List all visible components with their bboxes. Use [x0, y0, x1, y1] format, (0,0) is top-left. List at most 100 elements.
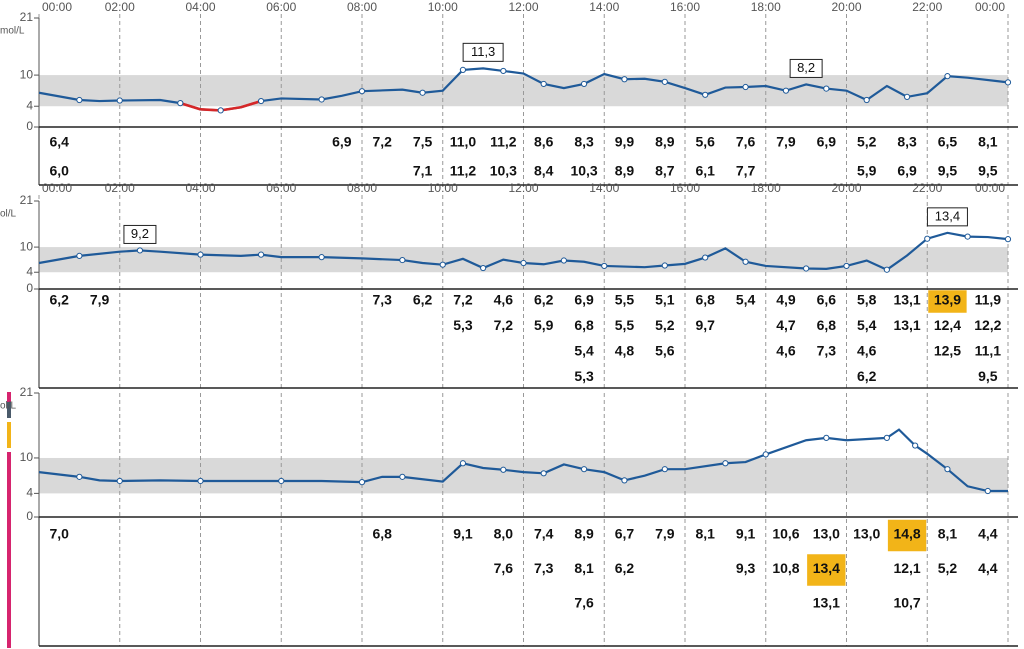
reading-value: 10,8	[772, 560, 799, 576]
reading-value: 10,7	[893, 595, 920, 611]
x-tick-label: 00:00	[975, 181, 1005, 195]
reading-value: 13,0	[813, 526, 840, 542]
reading-point	[621, 76, 628, 83]
reading-value: 8,9	[615, 163, 635, 179]
side-marker	[7, 392, 11, 410]
x-tick-label: 14:00	[589, 181, 619, 195]
reading-value: 4,4	[978, 560, 998, 576]
x-tick-label: 00:00	[975, 0, 1005, 14]
reading-value: 6,1	[695, 163, 715, 179]
reading-point	[580, 80, 588, 88]
low-segment	[220, 105, 242, 112]
x-tick-label: 14:00	[589, 0, 619, 14]
reading-value: 6,9	[817, 134, 837, 150]
reading-point	[318, 96, 325, 103]
reading-value: 8,0	[494, 526, 514, 542]
reading-value: 6,5	[938, 134, 958, 150]
reading-value: 5,2	[938, 560, 958, 576]
reading-value: 7,6	[574, 595, 594, 611]
x-tick-label: 04:00	[185, 181, 215, 195]
reading-point	[480, 264, 487, 272]
x-tick-label: 16:00	[670, 0, 700, 14]
reading-point	[177, 100, 184, 107]
reading-point	[883, 266, 890, 273]
reading-value: 7,6	[736, 134, 756, 150]
reading-value: 14,8	[893, 526, 920, 542]
reading-value: 7,3	[534, 560, 554, 576]
highlight-cell	[928, 290, 967, 313]
reading-value: 11,2	[490, 134, 517, 150]
annotation-box	[926, 207, 968, 227]
reading-point	[439, 261, 446, 268]
highlight-cell	[887, 519, 927, 552]
reading-point	[782, 87, 790, 94]
reading-point	[661, 466, 668, 473]
annotation-box	[789, 58, 823, 78]
reading-value: 5,6	[655, 343, 675, 359]
y-tick-label: 21	[20, 193, 34, 207]
reading-point	[419, 89, 426, 96]
reading-value: 6,2	[49, 292, 69, 308]
reading-value: 9,1	[453, 526, 473, 542]
reading-point	[944, 466, 951, 473]
x-tick-label: 00:00	[42, 0, 72, 14]
reading-value: 4,4	[978, 526, 998, 542]
reading-value: 9,5	[978, 368, 998, 384]
reading-value: 6,7	[615, 526, 635, 542]
reading-value: 7,2	[494, 317, 514, 333]
reading-point	[580, 466, 588, 473]
reading-point	[459, 460, 467, 467]
reading-value: 10,6	[772, 526, 799, 542]
reading-value: 5,9	[857, 163, 877, 179]
annotation: 11,3	[471, 44, 495, 59]
reading-value: 8,3	[574, 134, 594, 150]
reading-point	[1004, 79, 1012, 86]
reading-point	[702, 91, 709, 98]
reading-point	[601, 262, 608, 270]
reading-value: 5,9	[534, 317, 554, 333]
reading-value: 13,4	[813, 560, 840, 576]
reading-value: 5,5	[615, 292, 635, 308]
reading-value: 6,8	[695, 292, 715, 308]
reading-point	[540, 80, 547, 88]
x-tick-label: 02:00	[105, 0, 135, 14]
reading-point	[722, 460, 729, 467]
reading-value: 7,2	[453, 292, 473, 308]
x-tick-label: 12:00	[508, 181, 538, 195]
side-marker	[7, 452, 11, 648]
reading-point	[823, 434, 830, 441]
reading-point	[742, 258, 749, 265]
reading-value: 8,7	[655, 163, 675, 179]
x-tick-label: 18:00	[751, 0, 781, 14]
y-tick-label: 4	[26, 98, 33, 112]
reading-value: 4,9	[776, 292, 796, 308]
reading-value: 8,1	[574, 560, 594, 576]
reading-point	[964, 233, 971, 240]
reading-point	[500, 67, 507, 75]
reading-point	[803, 265, 810, 272]
side-marker	[7, 402, 11, 418]
reading-value: 5,3	[453, 317, 473, 333]
y-tick-label: 0	[26, 281, 33, 295]
x-tick-label: 10:00	[428, 0, 458, 14]
reading-value: 8,3	[897, 134, 917, 150]
reading-value: 7,6	[494, 560, 514, 576]
reading-value: 4,6	[857, 343, 877, 359]
highlight-cell	[807, 554, 846, 586]
y-tick-label: 10	[20, 450, 34, 464]
reading-point	[116, 477, 123, 485]
reading-point	[358, 479, 366, 486]
reading-value: 7,9	[776, 134, 796, 150]
reading-point	[823, 85, 830, 92]
reading-value: 6,8	[574, 317, 594, 333]
y-axis-label: ol/L	[0, 209, 17, 220]
reading-point	[863, 96, 870, 104]
reading-value: 5,2	[655, 317, 675, 333]
reading-value: 13,1	[813, 595, 840, 611]
x-tick-label: 18:00	[751, 181, 781, 195]
reading-value: 6,8	[372, 526, 392, 542]
y-tick-label: 10	[20, 239, 34, 253]
reading-value: 7,1	[413, 163, 433, 179]
x-tick-label: 16:00	[670, 181, 700, 195]
reading-value: 11,0	[450, 134, 477, 150]
